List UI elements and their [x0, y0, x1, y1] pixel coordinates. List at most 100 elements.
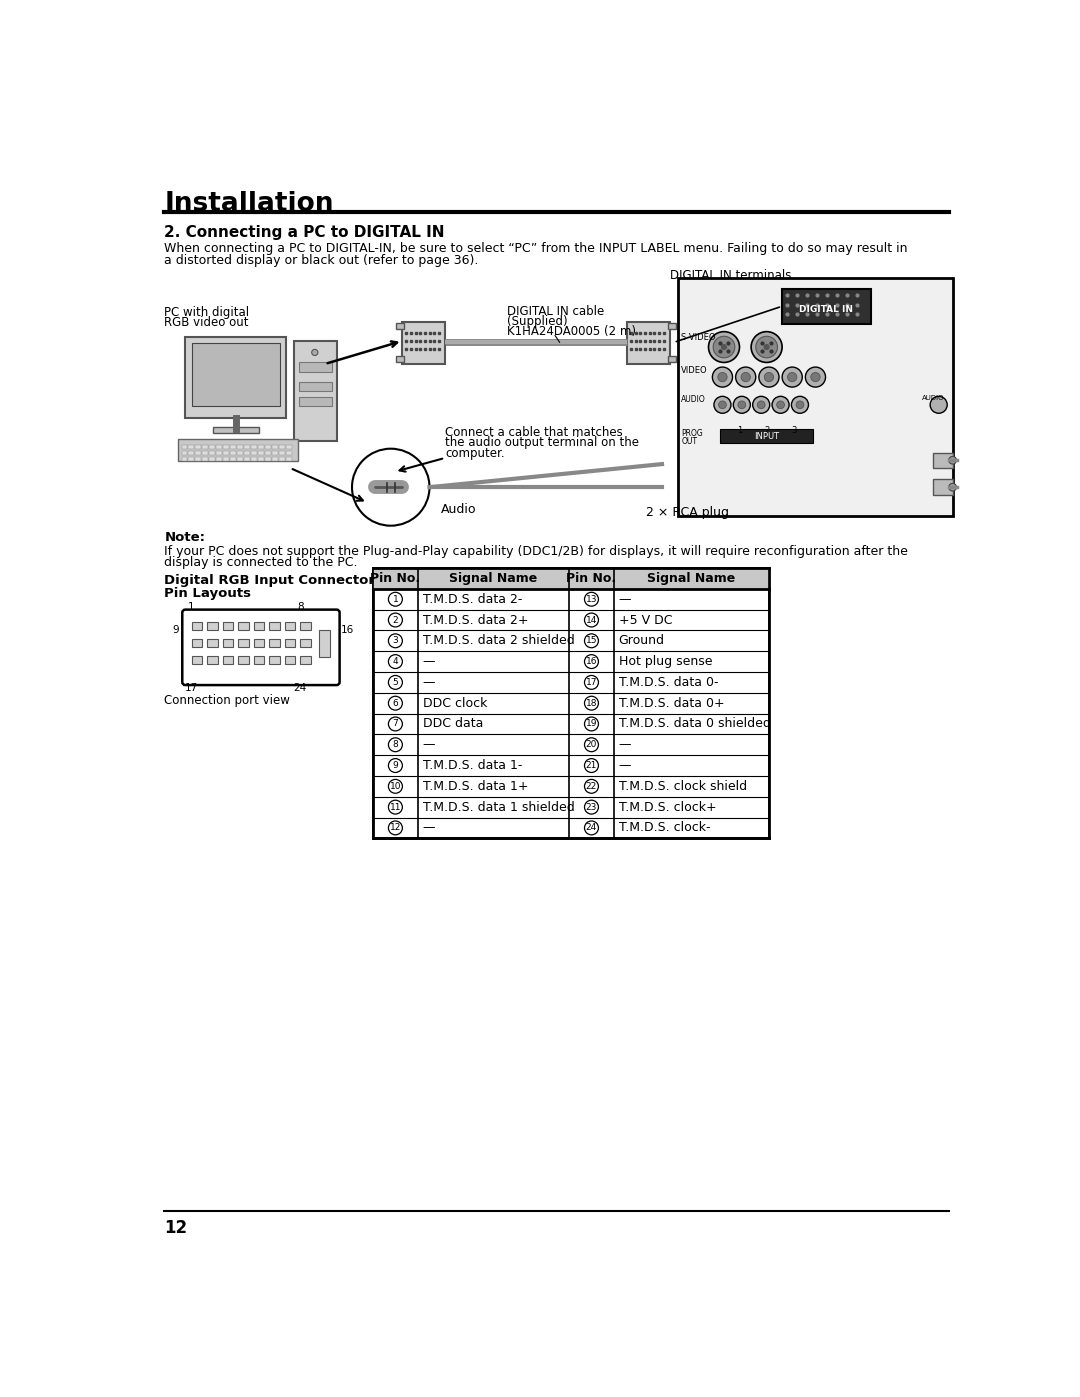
Bar [298, 397, 332, 407]
Bar [298, 362, 332, 372]
Text: K1HA24DA0005 (2 m): K1HA24DA0005 (2 m) [507, 324, 636, 338]
Text: T.M.D.S. data 0+: T.M.D.S. data 0+ [619, 697, 725, 710]
Text: 1: 1 [392, 595, 399, 604]
Text: Installation: Installation [164, 191, 334, 217]
Bar [191, 344, 280, 405]
Circle shape [735, 367, 756, 387]
Text: DIGITAL IN: DIGITAL IN [799, 305, 853, 314]
Circle shape [389, 821, 403, 835]
Text: 23: 23 [585, 803, 597, 812]
Bar [627, 321, 670, 365]
Bar [269, 622, 280, 630]
Bar [669, 323, 676, 330]
Bar [224, 457, 229, 461]
Circle shape [584, 696, 598, 710]
Circle shape [948, 483, 957, 490]
Bar [224, 451, 229, 455]
Text: Note:: Note: [164, 531, 205, 543]
Circle shape [584, 634, 598, 648]
Bar [230, 444, 235, 448]
Circle shape [733, 397, 751, 414]
Text: 4: 4 [393, 657, 399, 666]
Bar [189, 451, 194, 455]
Bar [396, 323, 404, 330]
Circle shape [389, 717, 403, 731]
Text: 5: 5 [392, 678, 399, 687]
Bar [216, 444, 221, 448]
Text: RGB video out: RGB video out [164, 316, 249, 330]
Bar [294, 341, 337, 441]
Circle shape [741, 373, 751, 381]
Bar [373, 569, 769, 838]
Text: 3: 3 [392, 636, 399, 645]
Bar [238, 622, 248, 630]
Text: 17: 17 [585, 678, 597, 687]
Bar [720, 429, 813, 443]
Circle shape [389, 592, 403, 606]
Bar [286, 451, 292, 455]
Bar [286, 444, 292, 448]
Text: 2: 2 [764, 426, 769, 434]
Text: 8: 8 [392, 740, 399, 749]
Text: 10: 10 [390, 782, 401, 791]
Bar [279, 444, 284, 448]
Text: T.M.D.S. data 2-: T.M.D.S. data 2- [422, 592, 522, 606]
Text: —: — [422, 676, 435, 689]
Text: a distorted display or black out (refer to page 36).: a distorted display or black out (refer … [164, 254, 478, 267]
Circle shape [584, 676, 598, 689]
Bar [272, 457, 278, 461]
Bar [230, 457, 235, 461]
Bar [272, 451, 278, 455]
Bar [238, 655, 248, 664]
Text: T.M.D.S. clock shield: T.M.D.S. clock shield [619, 780, 746, 793]
Bar [181, 457, 187, 461]
Circle shape [389, 780, 403, 793]
Bar [186, 337, 286, 418]
Text: 12: 12 [164, 1218, 188, 1236]
Text: PROG: PROG [681, 429, 703, 439]
Circle shape [584, 738, 598, 752]
Text: 15: 15 [585, 636, 597, 645]
Circle shape [721, 344, 727, 351]
Bar [373, 569, 769, 588]
Text: Ground: Ground [619, 634, 664, 647]
Text: —: — [422, 655, 435, 668]
Text: T.M.D.S. data 2 shielded: T.M.D.S. data 2 shielded [422, 634, 575, 647]
Bar [202, 457, 207, 461]
Text: PC with digital: PC with digital [164, 306, 249, 320]
Bar [195, 451, 201, 455]
Circle shape [792, 397, 809, 414]
Bar [216, 451, 221, 455]
Circle shape [764, 344, 770, 351]
Bar [254, 638, 265, 647]
Text: S VIDEO: S VIDEO [681, 334, 716, 342]
Circle shape [759, 367, 779, 387]
Bar [181, 451, 187, 455]
Bar [222, 622, 233, 630]
Text: Audio: Audio [441, 503, 476, 515]
Text: 16: 16 [585, 657, 597, 666]
Bar [202, 451, 207, 455]
Circle shape [352, 448, 430, 525]
Bar [258, 451, 264, 455]
Bar [230, 451, 235, 455]
Bar [202, 444, 207, 448]
Circle shape [718, 373, 727, 381]
Bar [244, 444, 249, 448]
Bar [279, 451, 284, 455]
Text: 9: 9 [173, 626, 179, 636]
Bar [933, 479, 953, 495]
Circle shape [312, 349, 318, 355]
Bar [286, 457, 292, 461]
Text: Signal Name: Signal Name [647, 571, 735, 585]
Text: Digital RGB Input Connector: Digital RGB Input Connector [164, 574, 376, 587]
Circle shape [753, 397, 770, 414]
Text: OUT: OUT [681, 437, 698, 446]
Text: 13: 13 [585, 595, 597, 604]
Text: 1: 1 [737, 426, 742, 434]
Bar [284, 638, 296, 647]
Text: 2 × RCA plug: 2 × RCA plug [647, 507, 729, 520]
Text: 9: 9 [392, 761, 399, 770]
Circle shape [584, 759, 598, 773]
Bar [191, 638, 202, 647]
